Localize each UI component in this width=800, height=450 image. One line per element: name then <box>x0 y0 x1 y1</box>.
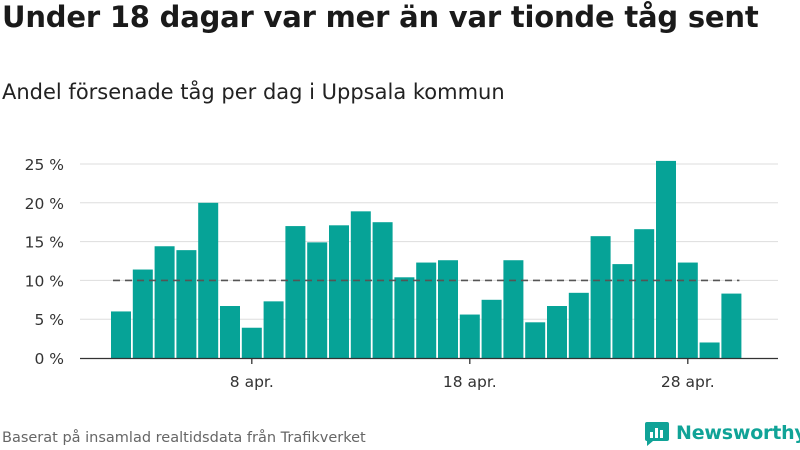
bars <box>111 160 742 358</box>
newsworthy-logo: Newsworthy <box>644 420 800 446</box>
y-tick-label: 10 % <box>25 272 64 290</box>
bar <box>590 236 611 358</box>
bar <box>568 292 589 358</box>
source-note: Baserat på insamlad realtidsdata från Tr… <box>2 430 366 446</box>
bar-chart: 0 % 5 % 10 % 15 % 20 % 25 % 8 apr. 18 apr. 28 ap… <box>25 156 778 391</box>
bar <box>154 246 175 358</box>
x-tick-label: 8 apr. <box>230 373 274 391</box>
bar <box>656 160 676 358</box>
chart-subtitle: Andel försenade tåg per dag i Uppsala ko… <box>2 80 505 104</box>
bar <box>677 262 698 358</box>
newsworthy-logo-text: Newsworthy <box>676 422 800 444</box>
bar <box>285 226 306 358</box>
bar <box>263 301 284 358</box>
chart-title: Under 18 dagar var mer än var tionde tåg… <box>2 0 759 34</box>
bar <box>503 260 524 358</box>
bar <box>481 299 502 358</box>
bar <box>394 277 415 358</box>
bar <box>132 269 153 358</box>
y-tick-label: 20 % <box>25 195 64 213</box>
bar <box>634 229 655 358</box>
bar <box>307 242 328 358</box>
newsworthy-logo-icon <box>645 422 669 446</box>
bar <box>220 306 240 358</box>
bar <box>525 322 546 358</box>
bar <box>350 211 371 358</box>
bar <box>111 311 131 358</box>
bar <box>721 293 742 358</box>
y-tick-label: 0 % <box>34 350 64 368</box>
bar <box>329 225 349 358</box>
bar <box>176 250 197 358</box>
bar <box>612 264 633 358</box>
bar <box>241 327 262 358</box>
bar <box>438 260 458 358</box>
bar <box>459 314 480 358</box>
bar <box>372 222 393 358</box>
bar <box>699 342 720 358</box>
bar <box>198 202 219 358</box>
y-tick-label: 25 % <box>25 156 64 174</box>
y-tick-label: 5 % <box>34 311 64 329</box>
y-tick-label: 15 % <box>25 234 64 252</box>
axes: 0 % 5 % 10 % 15 % 20 % 25 % 8 apr. 18 apr. 28 ap… <box>25 156 778 391</box>
x-tick-label: 28 apr. <box>661 373 715 391</box>
bar <box>416 262 437 358</box>
x-tick-label: 18 apr. <box>443 373 497 391</box>
bar <box>547 306 567 358</box>
